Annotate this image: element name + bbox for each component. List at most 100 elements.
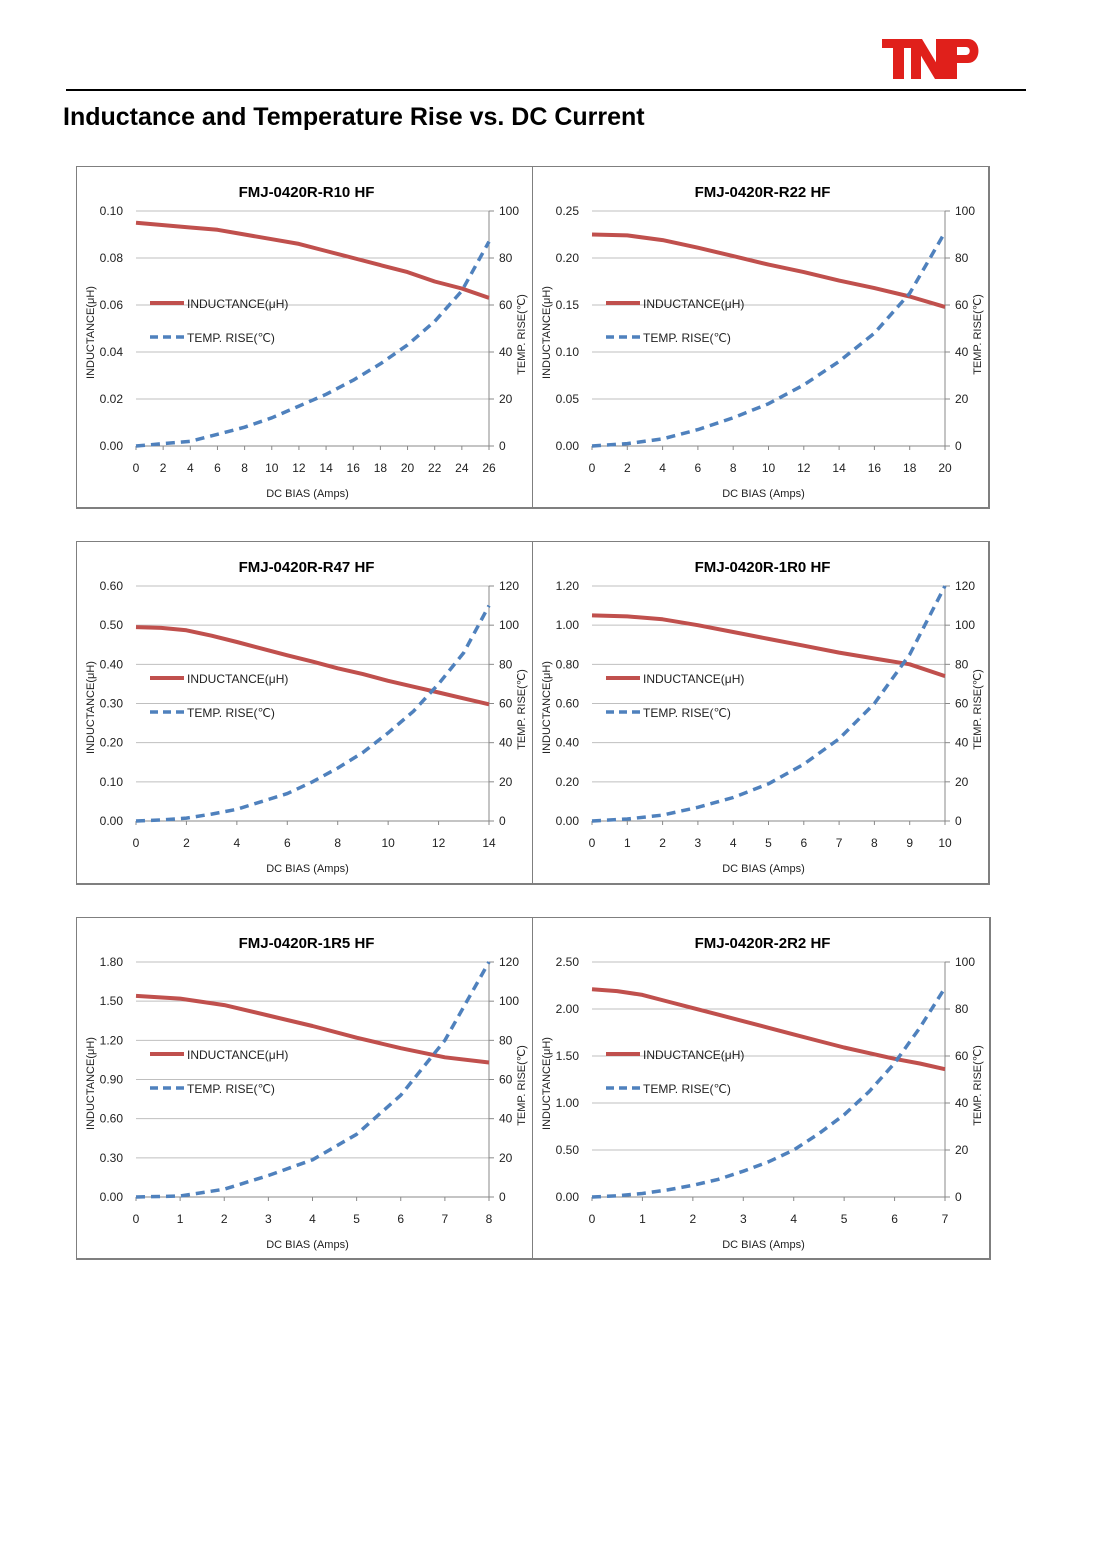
x-tick-label: 2 (183, 836, 190, 850)
y-tick-label: 0.00 (556, 814, 580, 828)
y-tick-label: 0.40 (556, 736, 580, 750)
legend-label: TEMP. RISE(℃) (187, 1082, 275, 1096)
y-tick-label: 0.20 (556, 251, 580, 265)
chart-title: FMJ-0420R-1R0 HF (695, 559, 831, 576)
panel-divider (532, 918, 533, 1258)
y2-axis-label: TEMP. RISE(℃) (972, 669, 984, 750)
inductance-series-line (135, 625, 490, 707)
x-tick-label: 2 (160, 461, 167, 475)
y2-tick-label: 100 (499, 618, 519, 632)
x-tick-label: 2 (221, 1212, 228, 1226)
y-tick-label: 1.80 (100, 955, 124, 969)
page-title: Inductance and Temperature Rise vs. DC C… (63, 103, 645, 131)
y-axis-label: INDUCTANCE(μH) (85, 1037, 97, 1130)
header-rule (66, 89, 1026, 91)
x-tick-label: 7 (942, 1212, 949, 1226)
x-tick-label: 6 (695, 461, 702, 475)
chart-panel: FMJ-0420R-R22 HF 0.00 0.05 0.10 0.15 0.20 0.25… (541, 184, 984, 500)
chart-row-2: FMJ-0420R-R47 HF 0.00 0.10 0.20 0.30 0.40 0.50… (76, 541, 990, 885)
inductance-series-line (591, 987, 946, 1072)
x-tick-label: 20 (401, 461, 415, 475)
y2-tick-label: 100 (499, 204, 519, 218)
y2-tick-label: 0 (499, 439, 506, 453)
x-tick-label: 26 (482, 461, 496, 475)
y2-tick-label: 120 (499, 579, 519, 593)
x-tick-label: 4 (234, 836, 241, 850)
legend-label: INDUCTANCE(μH) (643, 1048, 744, 1062)
y-tick-label: 0.30 (100, 1151, 124, 1165)
chart-panel: FMJ-0420R-R10 HF 0.00 0.02 0.04 0.06 0.08 0.10… (85, 184, 528, 500)
y-tick-label: 0.04 (100, 345, 124, 359)
x-tick-label: 10 (265, 461, 279, 475)
y-tick-label: 0.10 (100, 775, 124, 789)
chart-panel: FMJ-0420R-1R0 HF 0.00 0.20 0.40 0.60 0.80 1.00… (541, 559, 984, 875)
x-tick-label: 10 (938, 836, 952, 850)
y2-tick-label: 100 (955, 618, 975, 632)
x-axis-label: DC BIAS (Amps) (722, 863, 805, 875)
y-tick-label: 0.90 (100, 1073, 124, 1087)
y2-tick-label: 40 (499, 736, 513, 750)
y2-tick-label: 20 (499, 775, 513, 789)
y-tick-label: 2.00 (556, 1002, 580, 1016)
temp-rise-series-line (591, 986, 947, 1199)
x-tick-label: 8 (334, 836, 341, 850)
chart-title: FMJ-0420R-R47 HF (239, 559, 375, 576)
x-tick-label: 4 (790, 1212, 797, 1226)
y2-tick-label: 80 (955, 251, 969, 265)
y-tick-label: 0.50 (100, 618, 124, 632)
y-tick-label: 0.60 (556, 697, 580, 711)
temp-rise-series-line (135, 240, 491, 448)
x-axis-label: DC BIAS (Amps) (722, 488, 805, 500)
inductance-series-line (135, 993, 490, 1065)
x-tick-label: 20 (938, 461, 952, 475)
y2-tick-label: 0 (955, 1190, 962, 1204)
y2-tick-label: 100 (955, 204, 975, 218)
y-tick-label: 0.00 (100, 439, 124, 453)
x-tick-label: 3 (740, 1212, 747, 1226)
legend-label: INDUCTANCE(μH) (187, 1048, 288, 1062)
x-tick-label: 7 (836, 836, 843, 850)
x-tick-label: 18 (374, 461, 388, 475)
legend-label: TEMP. RISE(℃) (187, 706, 275, 720)
x-axis-label: DC BIAS (Amps) (266, 488, 349, 500)
y-tick-label: 2.50 (556, 955, 580, 969)
y2-tick-label: 20 (955, 1143, 969, 1157)
y2-tick-label: 40 (499, 1112, 513, 1126)
x-tick-label: 2 (624, 461, 631, 475)
temp-rise-series-line (591, 585, 947, 823)
x-tick-label: 12 (797, 461, 811, 475)
y2-axis-label: TEMP. RISE(℃) (972, 1045, 984, 1126)
legend-label: TEMP. RISE(℃) (643, 331, 731, 345)
inductance-series-line (135, 220, 490, 300)
chart-panel: FMJ-0420R-1R5 HF 0.00 0.30 0.60 0.90 1.20 1.50… (85, 935, 528, 1251)
x-tick-label: 12 (432, 836, 446, 850)
y-axis-label: INDUCTANCE(μH) (85, 661, 97, 754)
x-tick-label: 5 (765, 836, 772, 850)
y2-tick-label: 20 (955, 392, 969, 406)
x-tick-label: 0 (589, 1212, 596, 1226)
x-tick-label: 0 (133, 836, 140, 850)
y2-axis-label: TEMP. RISE(℃) (516, 1045, 528, 1126)
x-tick-label: 0 (589, 461, 596, 475)
y-tick-label: 1.20 (100, 1033, 124, 1047)
y-tick-label: 0.20 (556, 775, 580, 789)
x-axis-label: DC BIAS (Amps) (722, 1239, 805, 1251)
x-tick-label: 4 (187, 461, 194, 475)
tnp-logo (882, 39, 979, 79)
x-tick-label: 4 (730, 836, 737, 850)
y-tick-label: 0.80 (556, 657, 580, 671)
x-tick-label: 18 (903, 461, 917, 475)
y2-axis-label: TEMP. RISE(℃) (972, 294, 984, 375)
x-tick-label: 0 (589, 836, 596, 850)
y2-axis-label: TEMP. RISE(℃) (516, 294, 528, 375)
y-tick-label: 0.00 (556, 1190, 580, 1204)
y2-tick-label: 0 (955, 439, 962, 453)
legend-label: TEMP. RISE(℃) (643, 1082, 731, 1096)
y2-tick-label: 0 (499, 814, 506, 828)
x-tick-label: 0 (133, 461, 140, 475)
x-axis-label: DC BIAS (Amps) (266, 863, 349, 875)
y-tick-label: 0.40 (100, 657, 124, 671)
x-tick-label: 1 (624, 836, 631, 850)
y2-tick-label: 60 (499, 1073, 513, 1087)
y-tick-label: 0.60 (100, 1112, 124, 1126)
